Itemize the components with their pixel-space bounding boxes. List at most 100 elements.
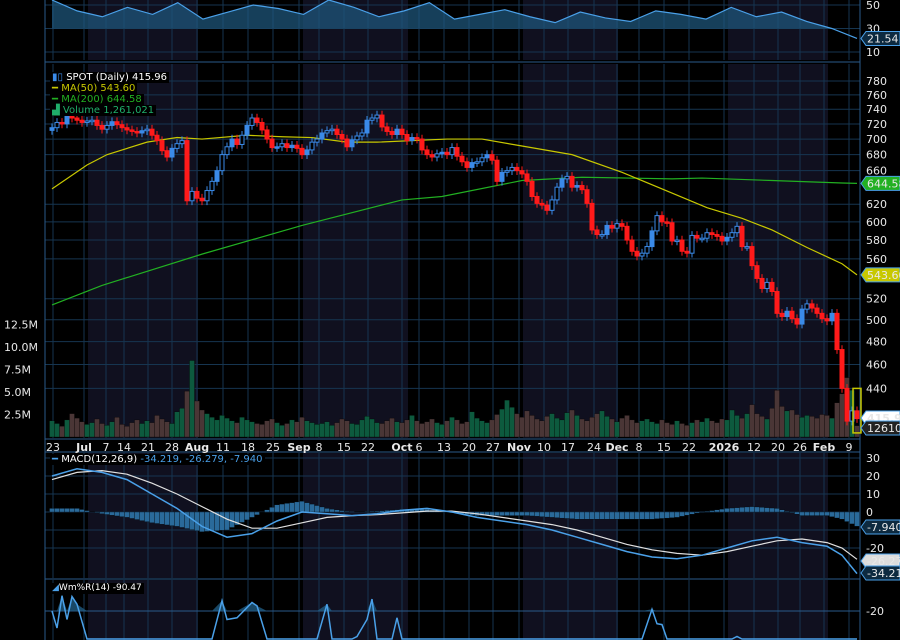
volume-bar	[279, 425, 285, 438]
volume-bar	[54, 423, 60, 438]
volume-bar	[519, 417, 525, 438]
macd-histogram-bar	[224, 511, 230, 531]
macd-histogram-bar	[514, 511, 520, 516]
macd-legend-values: -34.219, -26.279, -7.940	[140, 454, 263, 465]
macd-histogram-bar	[749, 506, 755, 513]
date-axis-label: 20	[462, 441, 476, 454]
date-axis-label: 9	[846, 441, 853, 454]
candle	[409, 137, 415, 142]
macd-histogram-bar	[724, 508, 730, 513]
candle	[459, 155, 465, 163]
candle	[234, 138, 240, 145]
oscillator-value-tag-box	[860, 30, 900, 46]
volume-bar	[664, 422, 670, 438]
macd-histogram-bar	[794, 511, 800, 515]
candle	[364, 119, 370, 134]
volume-bar	[514, 413, 520, 438]
candle	[394, 128, 400, 135]
volume-bar	[574, 415, 580, 438]
volume-bar	[509, 407, 515, 438]
legend-symbol-text: SPOT (Daily) 415.96	[66, 72, 168, 83]
volume-bar	[254, 423, 260, 438]
volume-bar	[199, 409, 205, 438]
candle	[324, 130, 330, 134]
volume-bar	[69, 413, 75, 438]
macd-histogram-bar	[159, 511, 165, 525]
macd-histogram-bar	[84, 510, 90, 513]
volume-axis-label: 7.5M	[4, 364, 31, 377]
volume-bar	[474, 417, 480, 438]
legend-ma50-text: MA(50) 543.60	[61, 83, 136, 94]
macd-histogram-bar	[209, 511, 215, 532]
candle	[244, 124, 250, 136]
candle	[164, 150, 170, 158]
price-axis-label: 460	[866, 359, 887, 372]
volume-bar	[819, 414, 825, 438]
macd-histogram-bar	[324, 508, 330, 513]
macd-histogram-bar	[104, 511, 110, 515]
volume-bar	[59, 426, 65, 438]
volume-bar	[829, 417, 835, 438]
date-axis-label: 15	[337, 441, 351, 454]
volume-bar	[599, 410, 605, 438]
macd-histogram-bar	[784, 511, 790, 513]
volume-bar	[614, 421, 620, 438]
candle	[454, 147, 460, 157]
candle	[829, 312, 835, 322]
date-axis-label: 26	[793, 441, 807, 454]
candle	[124, 127, 130, 131]
macd-histogram-bar	[289, 502, 295, 513]
line-icon: ━	[52, 94, 59, 105]
price-axis-label: 720	[866, 118, 887, 131]
macd-histogram-bar	[374, 510, 380, 513]
macd-legend-box: ━ MACD(12,26,9) -34.219, -26.279, -7.940	[50, 454, 265, 465]
macd-histogram-bar	[179, 511, 185, 528]
candle	[534, 196, 540, 204]
candle	[699, 237, 705, 241]
candle	[559, 178, 565, 188]
price-axis-label: 480	[866, 336, 887, 349]
volume-bar	[454, 419, 460, 438]
volume-bar	[544, 416, 550, 438]
macd-histogram-bar	[654, 511, 660, 519]
macd-histogram-bar	[249, 511, 255, 518]
volume-bar	[669, 424, 675, 438]
candle	[634, 250, 640, 257]
volume-bar	[729, 409, 735, 438]
date-axis-label: 8	[636, 441, 643, 454]
macd-histogram-bar	[814, 511, 820, 516]
macd-histogram-bar	[149, 511, 155, 523]
volume-bar	[129, 422, 135, 438]
macd-histogram-bar	[779, 509, 785, 513]
volume-bar	[334, 422, 340, 438]
oscillator-line	[51, 0, 858, 39]
date-axis-label: 27	[486, 441, 500, 454]
volume-bar	[564, 412, 570, 438]
macd-histogram-bar	[109, 511, 115, 516]
volume-bar	[464, 421, 470, 438]
macd-histogram-bar	[599, 511, 605, 520]
date-axis-label: 7	[103, 441, 110, 454]
volume-bar	[374, 422, 380, 438]
macd-histogram-bar	[569, 511, 575, 519]
volume-bar	[529, 415, 535, 438]
candle	[564, 175, 570, 180]
candle	[854, 410, 860, 420]
macd-histogram-bar	[539, 511, 545, 517]
macd-histogram-bar	[684, 511, 690, 516]
volume-bar	[419, 423, 425, 438]
line-icon: ━	[52, 83, 59, 94]
volume-bar	[439, 424, 445, 438]
macd-histogram-bar	[604, 511, 610, 520]
month-shade	[523, 580, 618, 640]
macd-line	[51, 468, 858, 575]
price-axis-label: 660	[866, 165, 887, 178]
macd-axis-label: 0	[866, 506, 873, 519]
candle	[284, 143, 290, 149]
macd-value-tag-box	[860, 565, 900, 581]
macd-histogram-bar	[489, 511, 495, 516]
candle	[704, 232, 710, 239]
volume-bar	[504, 399, 510, 438]
macd-histogram-bar	[829, 511, 835, 517]
volume-bar	[579, 418, 585, 438]
